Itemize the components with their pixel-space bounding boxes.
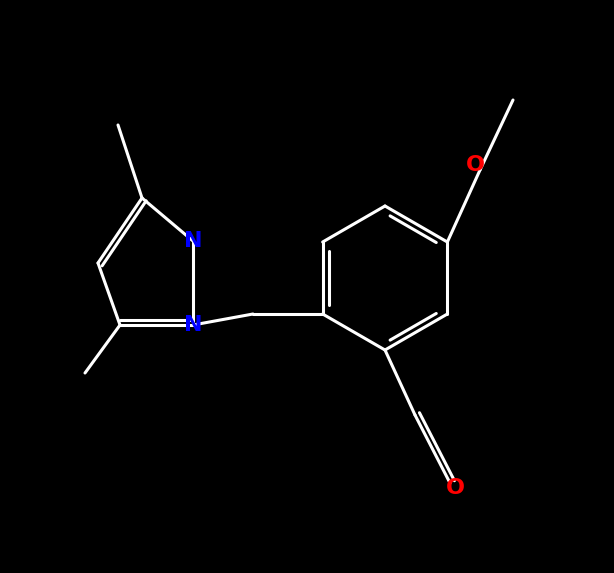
Text: N: N [184, 315, 202, 335]
Text: O: O [465, 155, 484, 175]
Text: O: O [446, 478, 465, 498]
Text: N: N [184, 231, 202, 251]
